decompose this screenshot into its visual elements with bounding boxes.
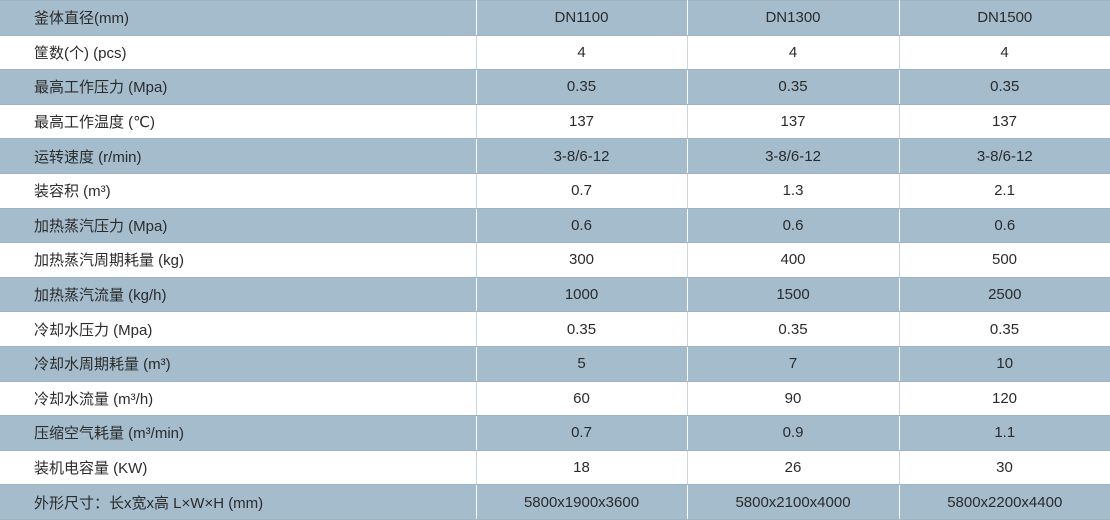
cell-dn1300: 1.3 — [687, 173, 900, 209]
cell-dn1100: 0.6 — [476, 208, 688, 244]
cell-dn1500: 137 — [899, 104, 1110, 140]
cell-dn1100: 0.7 — [476, 173, 688, 209]
cell-dn1500: 0.6 — [899, 208, 1110, 244]
row-label: 釜体直径(mm) — [0, 0, 477, 36]
cell-dn1500: 2.1 — [899, 173, 1110, 209]
cell-dn1500: 120 — [899, 381, 1110, 417]
table-row: 装机电容量 (KW) 18 26 30 — [0, 450, 1110, 486]
table-row: 最高工作压力 (Mpa) 0.35 0.35 0.35 — [0, 69, 1110, 105]
cell-dn1300: DN1300 — [687, 0, 900, 36]
table-row: 加热蒸汽周期耗量 (kg) 300 400 500 — [0, 242, 1110, 278]
cell-dn1500: 10 — [899, 346, 1110, 382]
cell-dn1100: 18 — [476, 450, 688, 486]
cell-dn1300: 1500 — [687, 277, 900, 313]
row-label: 压缩空气耗量 (m³/min) — [0, 415, 477, 451]
cell-dn1300: 0.6 — [687, 208, 900, 244]
table-row: 冷却水压力 (Mpa) 0.35 0.35 0.35 — [0, 311, 1110, 347]
cell-dn1100: 300 — [476, 242, 688, 278]
row-label: 运转速度 (r/min) — [0, 138, 477, 174]
table-row: 运转速度 (r/min) 3-8/6-12 3-8/6-12 3-8/6-12 — [0, 138, 1110, 174]
cell-dn1300: 4 — [687, 35, 900, 71]
cell-dn1100: 5800x1900x3600 — [476, 484, 688, 520]
cell-dn1300: 0.35 — [687, 311, 900, 347]
table-row: 冷却水周期耗量 (m³) 5 7 10 — [0, 346, 1110, 382]
cell-dn1300: 137 — [687, 104, 900, 140]
cell-dn1100: 137 — [476, 104, 688, 140]
cell-dn1300: 3-8/6-12 — [687, 138, 900, 174]
cell-dn1300: 90 — [687, 381, 900, 417]
row-label: 最高工作压力 (Mpa) — [0, 69, 477, 105]
row-label: 筐数(个) (pcs) — [0, 35, 477, 71]
cell-dn1300: 26 — [687, 450, 900, 486]
cell-dn1100: 60 — [476, 381, 688, 417]
cell-dn1500: DN1500 — [899, 0, 1110, 36]
table-row: 加热蒸汽流量 (kg/h) 1000 1500 2500 — [0, 277, 1110, 313]
cell-dn1100: DN1100 — [476, 0, 688, 36]
cell-dn1100: 5 — [476, 346, 688, 382]
row-label: 冷却水流量 (m³/h) — [0, 381, 477, 417]
table-row: 釜体直径(mm) DN1100 DN1300 DN1500 — [0, 0, 1110, 36]
table-row: 冷却水流量 (m³/h) 60 90 120 — [0, 381, 1110, 417]
row-label: 冷却水周期耗量 (m³) — [0, 346, 477, 382]
row-label: 装机电容量 (KW) — [0, 450, 477, 486]
cell-dn1500: 2500 — [899, 277, 1110, 313]
table-row: 最高工作温度 (℃) 137 137 137 — [0, 104, 1110, 140]
row-label: 冷却水压力 (Mpa) — [0, 311, 477, 347]
row-label: 最高工作温度 (℃) — [0, 104, 477, 140]
table-row: 筐数(个) (pcs) 4 4 4 — [0, 35, 1110, 71]
row-label: 外形尺寸：长x宽x高 L×W×H (mm) — [0, 484, 477, 520]
cell-dn1100: 0.35 — [476, 69, 688, 105]
table-row: 装容积 (m³) 0.7 1.3 2.1 — [0, 173, 1110, 209]
cell-dn1500: 5800x2200x4400 — [899, 484, 1110, 520]
cell-dn1300: 400 — [687, 242, 900, 278]
cell-dn1500: 0.35 — [899, 69, 1110, 105]
cell-dn1500: 0.35 — [899, 311, 1110, 347]
cell-dn1100: 3-8/6-12 — [476, 138, 688, 174]
row-label: 加热蒸汽周期耗量 (kg) — [0, 242, 477, 278]
cell-dn1300: 0.9 — [687, 415, 900, 451]
cell-dn1100: 4 — [476, 35, 688, 71]
cell-dn1300: 5800x2100x4000 — [687, 484, 900, 520]
cell-dn1500: 30 — [899, 450, 1110, 486]
row-label: 加热蒸汽压力 (Mpa) — [0, 208, 477, 244]
table-row: 加热蒸汽压力 (Mpa) 0.6 0.6 0.6 — [0, 208, 1110, 244]
cell-dn1300: 7 — [687, 346, 900, 382]
table-row: 外形尺寸：长x宽x高 L×W×H (mm) 5800x1900x3600 580… — [0, 484, 1110, 520]
cell-dn1500: 500 — [899, 242, 1110, 278]
cell-dn1100: 0.35 — [476, 311, 688, 347]
cell-dn1500: 4 — [899, 35, 1110, 71]
row-label: 加热蒸汽流量 (kg/h) — [0, 277, 477, 313]
cell-dn1300: 0.35 — [687, 69, 900, 105]
cell-dn1100: 0.7 — [476, 415, 688, 451]
cell-dn1500: 1.1 — [899, 415, 1110, 451]
table-row: 压缩空气耗量 (m³/min) 0.7 0.9 1.1 — [0, 415, 1110, 451]
cell-dn1500: 3-8/6-12 — [899, 138, 1110, 174]
cell-dn1100: 1000 — [476, 277, 688, 313]
row-label: 装容积 (m³) — [0, 173, 477, 209]
